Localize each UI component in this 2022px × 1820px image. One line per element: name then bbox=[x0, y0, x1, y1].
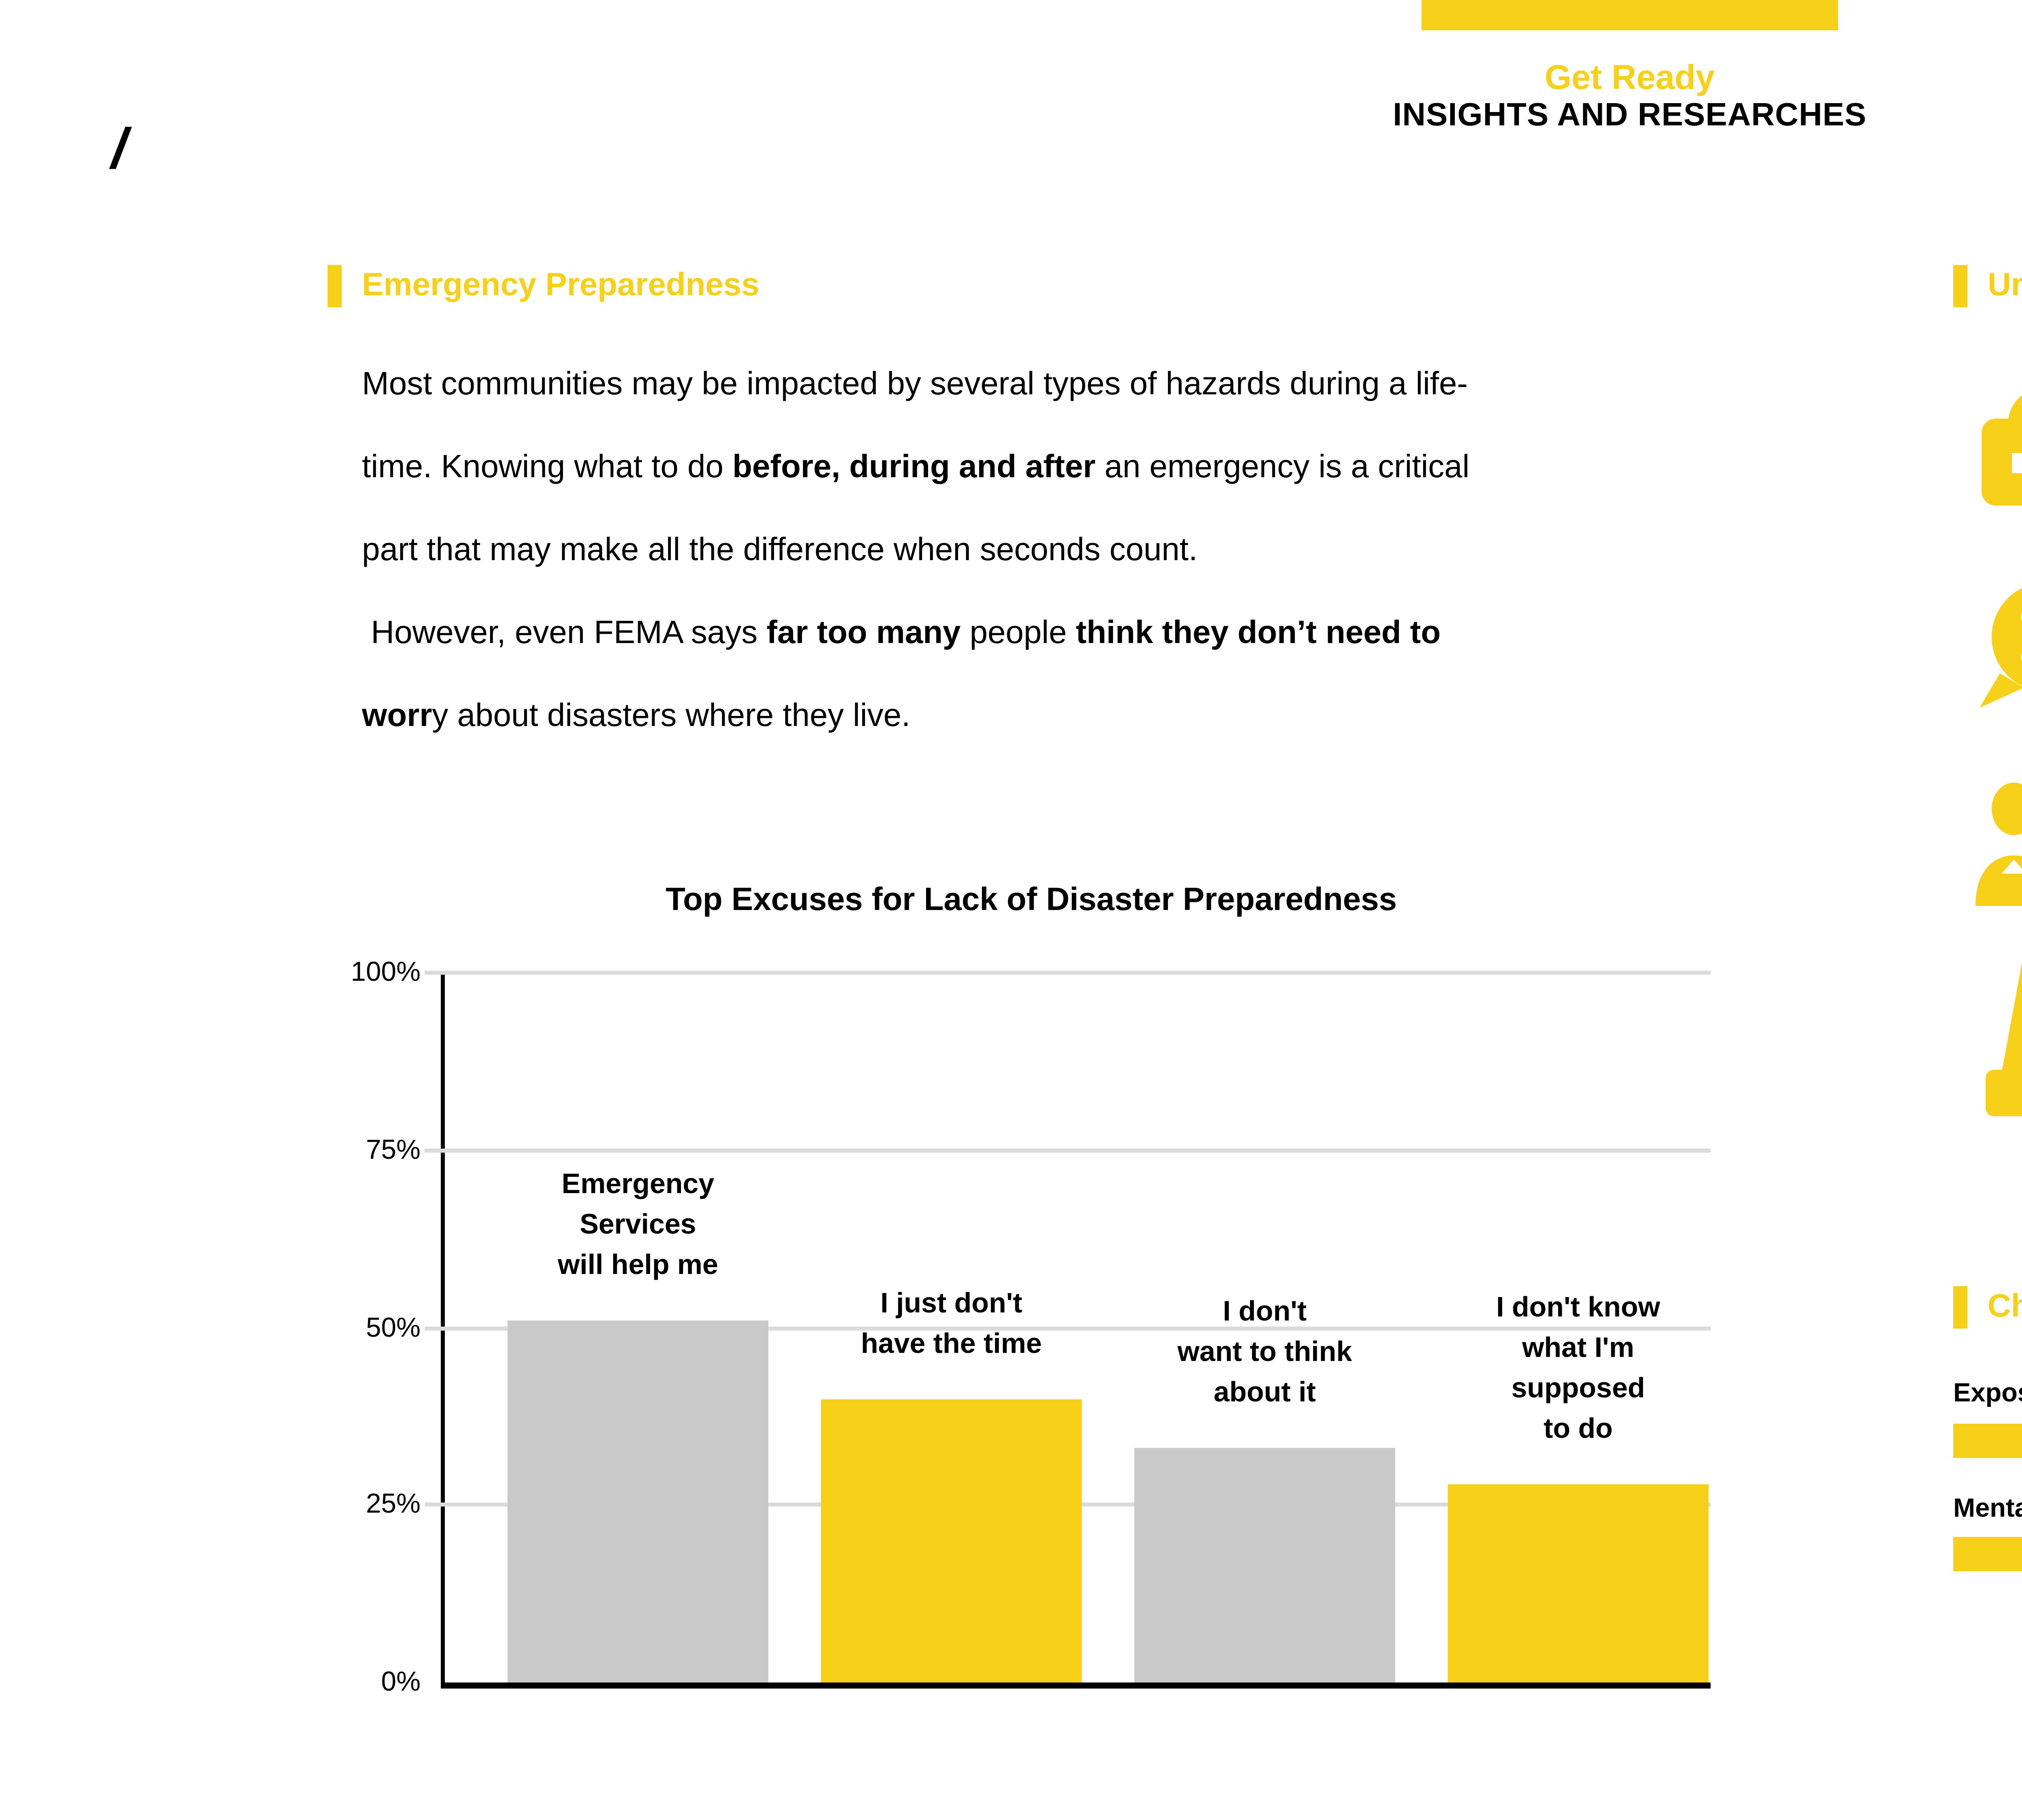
chart-gridline bbox=[445, 971, 1711, 975]
progress-fill bbox=[1953, 1424, 2022, 1458]
deck-title: INSIGHTS AND RESEARCHES bbox=[1393, 99, 1867, 133]
section-children-in-disasters: Children in disasters bbox=[1953, 1286, 2022, 1329]
y-axis-tick-label: 75% bbox=[366, 1134, 421, 1164]
bar-chart: Top Excuses for Lack of Disaster Prepare… bbox=[344, 884, 1719, 1733]
chart-tick bbox=[425, 1325, 445, 1330]
chart-gridline bbox=[445, 1148, 1711, 1152]
section-marker bbox=[328, 265, 342, 307]
section-title: Emergency Preparedness bbox=[362, 268, 759, 303]
chart-bar bbox=[508, 1321, 768, 1682]
y-axis-tick-label: 0% bbox=[381, 1666, 421, 1697]
chart-bar-label: I don't know what I'm supposed to do bbox=[1496, 1289, 1660, 1443]
chart-bar bbox=[1134, 1448, 1395, 1682]
need-item: They understand less about the situation… bbox=[1953, 959, 2022, 1141]
y-axis-tick-label: 100% bbox=[351, 957, 421, 987]
chart-title: Top Excuses for Lack of Disaster Prepare… bbox=[665, 884, 1397, 918]
need-item: They may not be able to explain what hur… bbox=[1953, 580, 2022, 762]
section-marker bbox=[1953, 1286, 1967, 1329]
bar-chart-plot: 100% 75% 50% 25% 0% Emergency Services will h… bbox=[351, 957, 1711, 1697]
y-axis-tick-label: 25% bbox=[366, 1489, 421, 1519]
chart-tick bbox=[425, 1503, 445, 1507]
person-question-icon: ? bbox=[1969, 777, 2022, 906]
chart-tick bbox=[425, 1148, 445, 1152]
section-title: Unique needs of children bbox=[1988, 268, 2022, 303]
chart-tick bbox=[425, 971, 445, 975]
need-item: They are more likely to get sick or seve… bbox=[1953, 376, 2022, 558]
chart-bar-label: Emergency Services will help me bbox=[558, 1167, 718, 1280]
progress-label: Exposed to a Disaster (Age of 2 to 17) bbox=[1953, 1377, 2022, 1407]
progress-fill bbox=[1953, 1537, 2022, 1571]
damaged-building-icon bbox=[1969, 959, 2022, 1120]
slash-mark: / bbox=[111, 117, 127, 180]
chart-gridline bbox=[445, 1325, 1711, 1330]
chart-bar-label: I just don't have the time bbox=[861, 1285, 1042, 1359]
progress-track bbox=[1953, 1424, 2022, 1458]
intro-paragraph: Most communities may be impacted by seve… bbox=[362, 368, 1470, 734]
chart-bar-label: I don't want to think about it bbox=[1177, 1294, 1352, 1408]
progress-track bbox=[1953, 1537, 2022, 1571]
need-item: ? They don’t fully understand how to kee… bbox=[1953, 777, 2022, 959]
section-emergency-preparedness: Emergency Preparedness bbox=[328, 265, 759, 307]
progress-label: Mental Problems After Disaster bbox=[1953, 1492, 2022, 1523]
y-axis-tick-label: 50% bbox=[366, 1311, 421, 1342]
first-aid-kit-icon bbox=[1969, 376, 2022, 506]
section-marker bbox=[1953, 265, 1967, 307]
speech-bubble-x-icon bbox=[1969, 580, 2022, 710]
section-title: Children in disasters bbox=[1988, 1289, 2022, 1324]
deck-kicker: Get Ready bbox=[1544, 59, 1715, 97]
section-unique-needs: Unique needs of children bbox=[1953, 265, 2022, 307]
chart-bar bbox=[821, 1399, 1082, 1682]
chart-bar bbox=[1448, 1484, 1709, 1682]
header-accent-bar bbox=[1421, 0, 1838, 30]
